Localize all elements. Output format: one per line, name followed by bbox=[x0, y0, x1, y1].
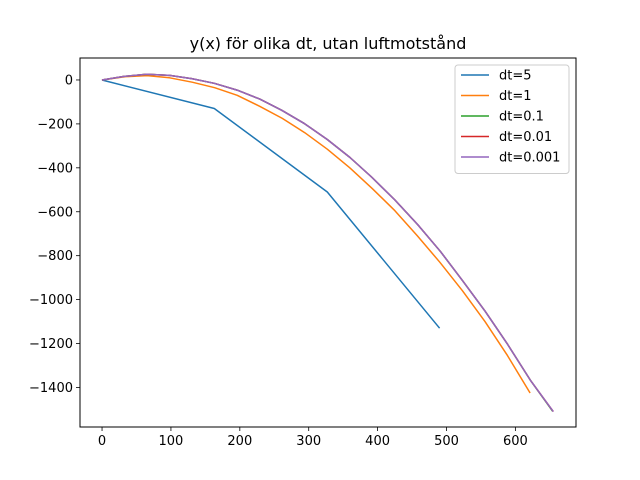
legend-label-4: dt=0.001 bbox=[499, 151, 560, 166]
x-tick-label: 400 bbox=[365, 434, 390, 449]
series-line-4 bbox=[101, 73, 554, 413]
legend-label-0: dt=5 bbox=[499, 69, 532, 84]
legend-box bbox=[454, 64, 570, 174]
y-tick-label: −1400 bbox=[29, 381, 73, 396]
plot-area-frame bbox=[79, 57, 577, 428]
y-tick-label: −800 bbox=[37, 249, 73, 264]
y-tick-label: −1000 bbox=[29, 293, 73, 308]
legend-label-2: dt=0.1 bbox=[499, 110, 544, 125]
chart-title: y(x) för olika dt, utan luftmotstånd bbox=[190, 34, 467, 53]
y-tick-label: −600 bbox=[37, 205, 73, 220]
y-tick-label: −200 bbox=[37, 117, 73, 132]
x-tick-label: 600 bbox=[503, 434, 528, 449]
legend-label-1: dt=1 bbox=[499, 89, 532, 104]
x-tick-label: 0 bbox=[98, 434, 106, 449]
x-tick-label: 300 bbox=[296, 434, 321, 449]
y-tick-label: −400 bbox=[37, 161, 73, 176]
x-tick-label: 200 bbox=[227, 434, 252, 449]
legend-label-3: dt=0.01 bbox=[499, 130, 552, 145]
y-tick-label: 0 bbox=[65, 73, 73, 88]
series-line-0 bbox=[101, 79, 441, 329]
legend: dt=5 dt=1 dt=0.1 dt=0.01 dt=0.001 bbox=[454, 64, 570, 174]
y-tick-label: −1200 bbox=[29, 337, 73, 352]
series-line-1 bbox=[101, 74, 531, 394]
y-axis: 0 −200 −400 −600 −800 −1000 −1200 −1400 bbox=[29, 73, 80, 396]
series-layer bbox=[101, 73, 554, 413]
x-tick-label: 100 bbox=[159, 434, 184, 449]
x-axis: 0 100 200 300 400 500 600 bbox=[98, 427, 528, 449]
x-tick-label: 500 bbox=[434, 434, 459, 449]
